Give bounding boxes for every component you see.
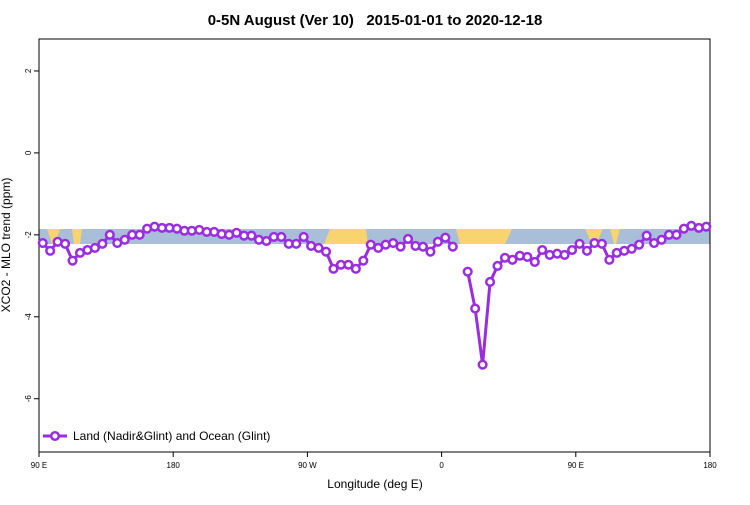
point <box>417 241 429 252</box>
point <box>89 242 100 254</box>
point <box>470 303 481 314</box>
point <box>246 230 257 241</box>
legend-marker <box>49 430 61 442</box>
x-tick-label: 90 E <box>31 461 47 470</box>
point <box>567 244 578 256</box>
point <box>604 254 615 265</box>
point <box>320 246 332 257</box>
point <box>671 229 682 240</box>
point <box>537 244 548 256</box>
point <box>328 263 339 274</box>
point <box>641 230 652 241</box>
point <box>60 238 71 249</box>
x-tick-label: 90 E <box>568 461 584 470</box>
x-tick-label: 90 W <box>298 461 317 470</box>
point <box>276 231 287 242</box>
point <box>477 359 488 370</box>
point <box>403 233 414 244</box>
point <box>104 229 115 240</box>
point <box>134 229 145 240</box>
point <box>485 276 496 288</box>
land-patches <box>47 229 620 244</box>
x-tick-label: 0 <box>439 461 444 470</box>
point <box>574 238 585 249</box>
point <box>522 251 533 263</box>
x-tick-label: 180 <box>167 461 181 470</box>
point <box>529 256 540 267</box>
y-tick-label: -6 <box>24 395 33 403</box>
point <box>425 246 436 257</box>
y-tick-label: -2 <box>24 231 33 239</box>
y-tick-label: -4 <box>24 313 33 321</box>
point <box>37 237 48 249</box>
point <box>261 235 272 247</box>
y-tick-label: 0 <box>24 150 33 155</box>
point <box>447 241 458 252</box>
y-tick-label: 2 <box>24 68 33 73</box>
x-tick-label: 180 <box>703 461 717 470</box>
point <box>626 243 637 254</box>
point <box>395 241 406 252</box>
y-axis-label: XCO2 - MLO trend (ppm) <box>0 178 13 313</box>
point <box>358 255 369 266</box>
point <box>350 263 361 274</box>
point <box>298 231 309 242</box>
point <box>97 238 108 249</box>
point <box>507 254 518 265</box>
chart-title: 0-5N August (Ver 10) 2015-01-01 to 2020-… <box>208 12 543 29</box>
point <box>313 242 324 254</box>
point <box>634 239 645 250</box>
point <box>596 238 607 249</box>
point <box>388 237 399 249</box>
legend-label: Land (Nadir&Glint) and Ocean (Glint) <box>73 429 270 443</box>
point <box>343 259 354 270</box>
point <box>581 245 593 256</box>
point <box>492 260 503 272</box>
point <box>462 266 473 277</box>
x-axis-label: Longitude (deg E) <box>327 477 422 491</box>
point <box>45 245 56 256</box>
point <box>432 236 443 247</box>
point <box>656 234 667 245</box>
point <box>119 234 130 245</box>
point <box>440 232 451 243</box>
point <box>67 255 78 266</box>
point <box>701 221 712 232</box>
point <box>559 249 570 260</box>
point <box>291 238 302 249</box>
